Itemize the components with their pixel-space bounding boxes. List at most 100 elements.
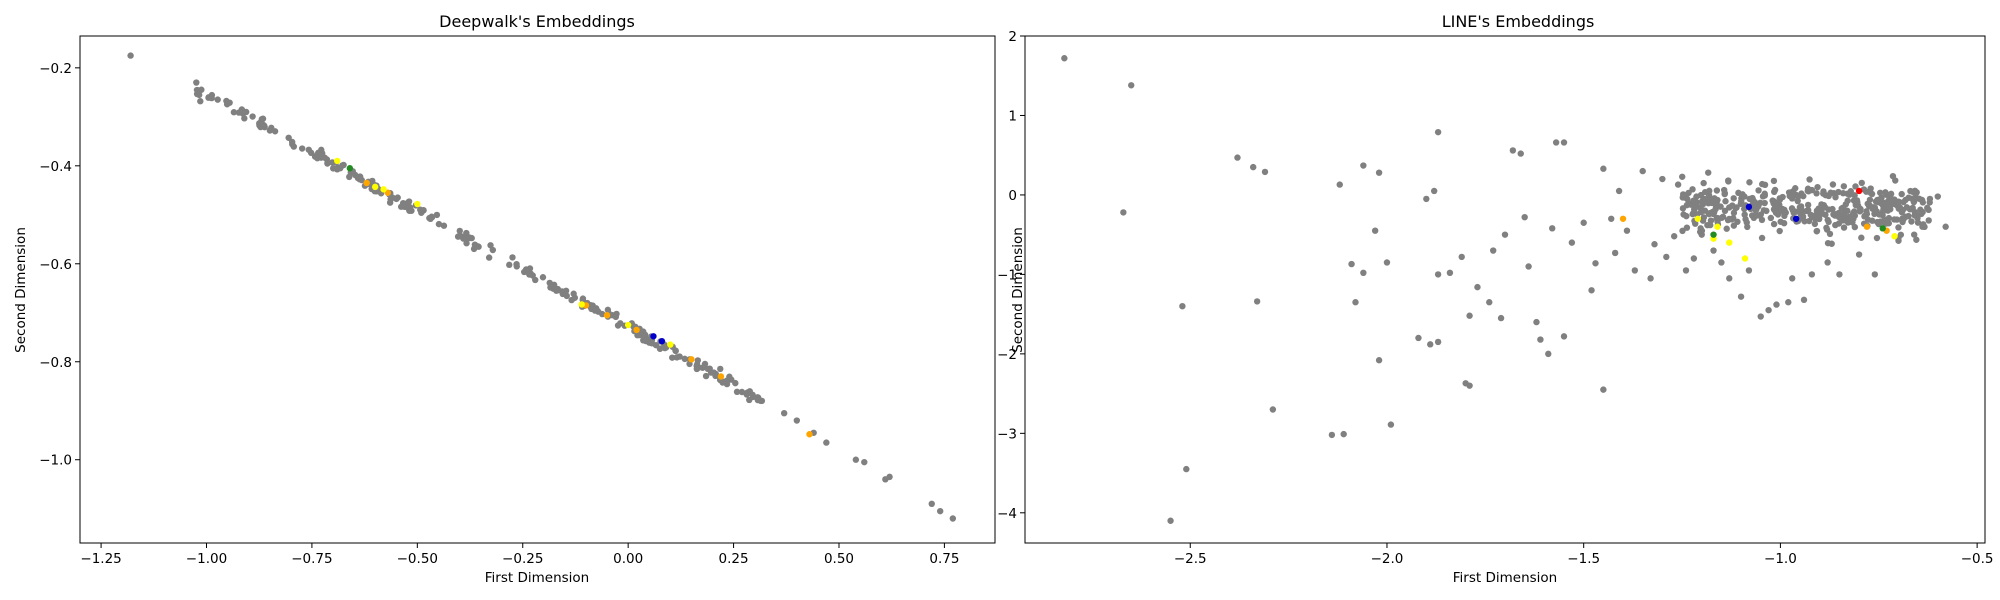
data-point	[1269, 406, 1277, 413]
data-point	[268, 124, 275, 132]
data-point	[1761, 181, 1769, 189]
data-point	[1761, 190, 1768, 197]
data-point	[1726, 275, 1733, 282]
data-point	[1639, 167, 1646, 175]
x-tick-label: −2.0	[1371, 551, 1404, 567]
data-point	[1776, 196, 1784, 203]
data-point	[1908, 218, 1915, 225]
data-point	[1868, 190, 1876, 198]
data-point	[1128, 82, 1135, 89]
data-point	[1721, 207, 1729, 215]
data-point	[1434, 271, 1442, 278]
data-point	[509, 254, 516, 261]
data-point	[1852, 183, 1859, 190]
data-point	[1714, 223, 1721, 230]
data-point	[1873, 234, 1881, 242]
data-point	[1863, 208, 1870, 215]
x-tick-label: 0.50	[824, 551, 854, 567]
data-point	[1719, 213, 1727, 220]
data-point	[427, 215, 434, 223]
data-point	[1772, 204, 1779, 211]
data-point	[1340, 430, 1347, 438]
data-point	[1434, 338, 1442, 346]
y-axis-label: Second Dimension	[13, 227, 29, 353]
data-point	[754, 394, 761, 401]
y-tick-label: −3	[997, 426, 1017, 442]
data-point	[1674, 181, 1682, 188]
data-point	[1789, 275, 1796, 282]
data-point	[1730, 222, 1738, 229]
data-point	[1785, 189, 1793, 196]
data-point	[539, 274, 547, 281]
x-tick-label: −0.75	[291, 551, 332, 567]
data-point	[1682, 267, 1690, 274]
data-point	[693, 361, 701, 368]
data-point	[1446, 269, 1454, 277]
data-point	[1253, 298, 1261, 305]
data-point	[1360, 162, 1367, 169]
data-point	[1679, 227, 1686, 235]
data-point	[1549, 225, 1556, 232]
data-point	[193, 79, 200, 86]
data-point	[1924, 204, 1931, 212]
data-point	[667, 341, 674, 348]
data-point	[380, 186, 387, 193]
data-point	[1770, 220, 1778, 228]
data-point	[506, 261, 513, 269]
data-point	[1430, 187, 1438, 195]
data-point	[1701, 188, 1709, 196]
data-point	[318, 146, 325, 154]
data-point	[1792, 208, 1799, 215]
data-point	[346, 165, 354, 172]
data-point	[356, 176, 363, 183]
data-point	[1720, 186, 1728, 194]
data-point	[1061, 55, 1068, 62]
y-axis-ticks: −0.2 −0.4 −0.6 −0.8 −1.0	[39, 61, 80, 469]
data-point	[487, 242, 494, 249]
data-point	[1600, 386, 1607, 393]
data-point	[1383, 259, 1391, 266]
data-point	[1894, 199, 1902, 206]
data-point	[1754, 212, 1762, 219]
data-point	[1885, 220, 1893, 227]
data-point	[702, 372, 710, 380]
data-point	[661, 344, 669, 351]
data-point	[1840, 224, 1848, 231]
data-point	[1785, 299, 1792, 306]
data-point	[1707, 221, 1714, 229]
data-point	[1375, 357, 1383, 364]
data-point	[1713, 187, 1721, 194]
data-point	[1249, 163, 1257, 171]
data-point	[1710, 210, 1717, 218]
data-point	[592, 305, 600, 312]
x-tick-label: −1.0	[1764, 551, 1797, 567]
data-point	[1813, 227, 1821, 235]
data-point	[1772, 209, 1780, 216]
data-point	[1829, 205, 1836, 213]
data-point	[758, 397, 766, 405]
data-point	[1855, 187, 1863, 195]
data-point	[1179, 302, 1186, 310]
data-point	[1758, 216, 1766, 224]
data-point	[1701, 207, 1709, 214]
data-point	[1885, 214, 1893, 222]
data-point	[1739, 192, 1746, 199]
data-point	[285, 134, 292, 141]
data-point	[1913, 189, 1920, 196]
data-point	[1474, 283, 1481, 291]
data-point	[1758, 234, 1766, 242]
data-point	[1877, 219, 1885, 226]
line-panel: LINE's Embeddings −2.5 −2.0 −1.5 −1.0 −0.5 2…	[997, 12, 1993, 586]
data-point	[1832, 221, 1839, 229]
scatter-points	[1061, 55, 1949, 524]
data-point	[693, 365, 701, 373]
data-point	[1769, 197, 1776, 204]
data-point	[1684, 201, 1692, 208]
data-point	[1690, 255, 1698, 262]
data-point	[1683, 212, 1690, 220]
data-point	[634, 332, 641, 339]
data-point	[936, 507, 944, 515]
y-tick-label: 1	[1008, 108, 1017, 124]
data-point	[260, 122, 268, 129]
data-point	[1670, 233, 1678, 240]
